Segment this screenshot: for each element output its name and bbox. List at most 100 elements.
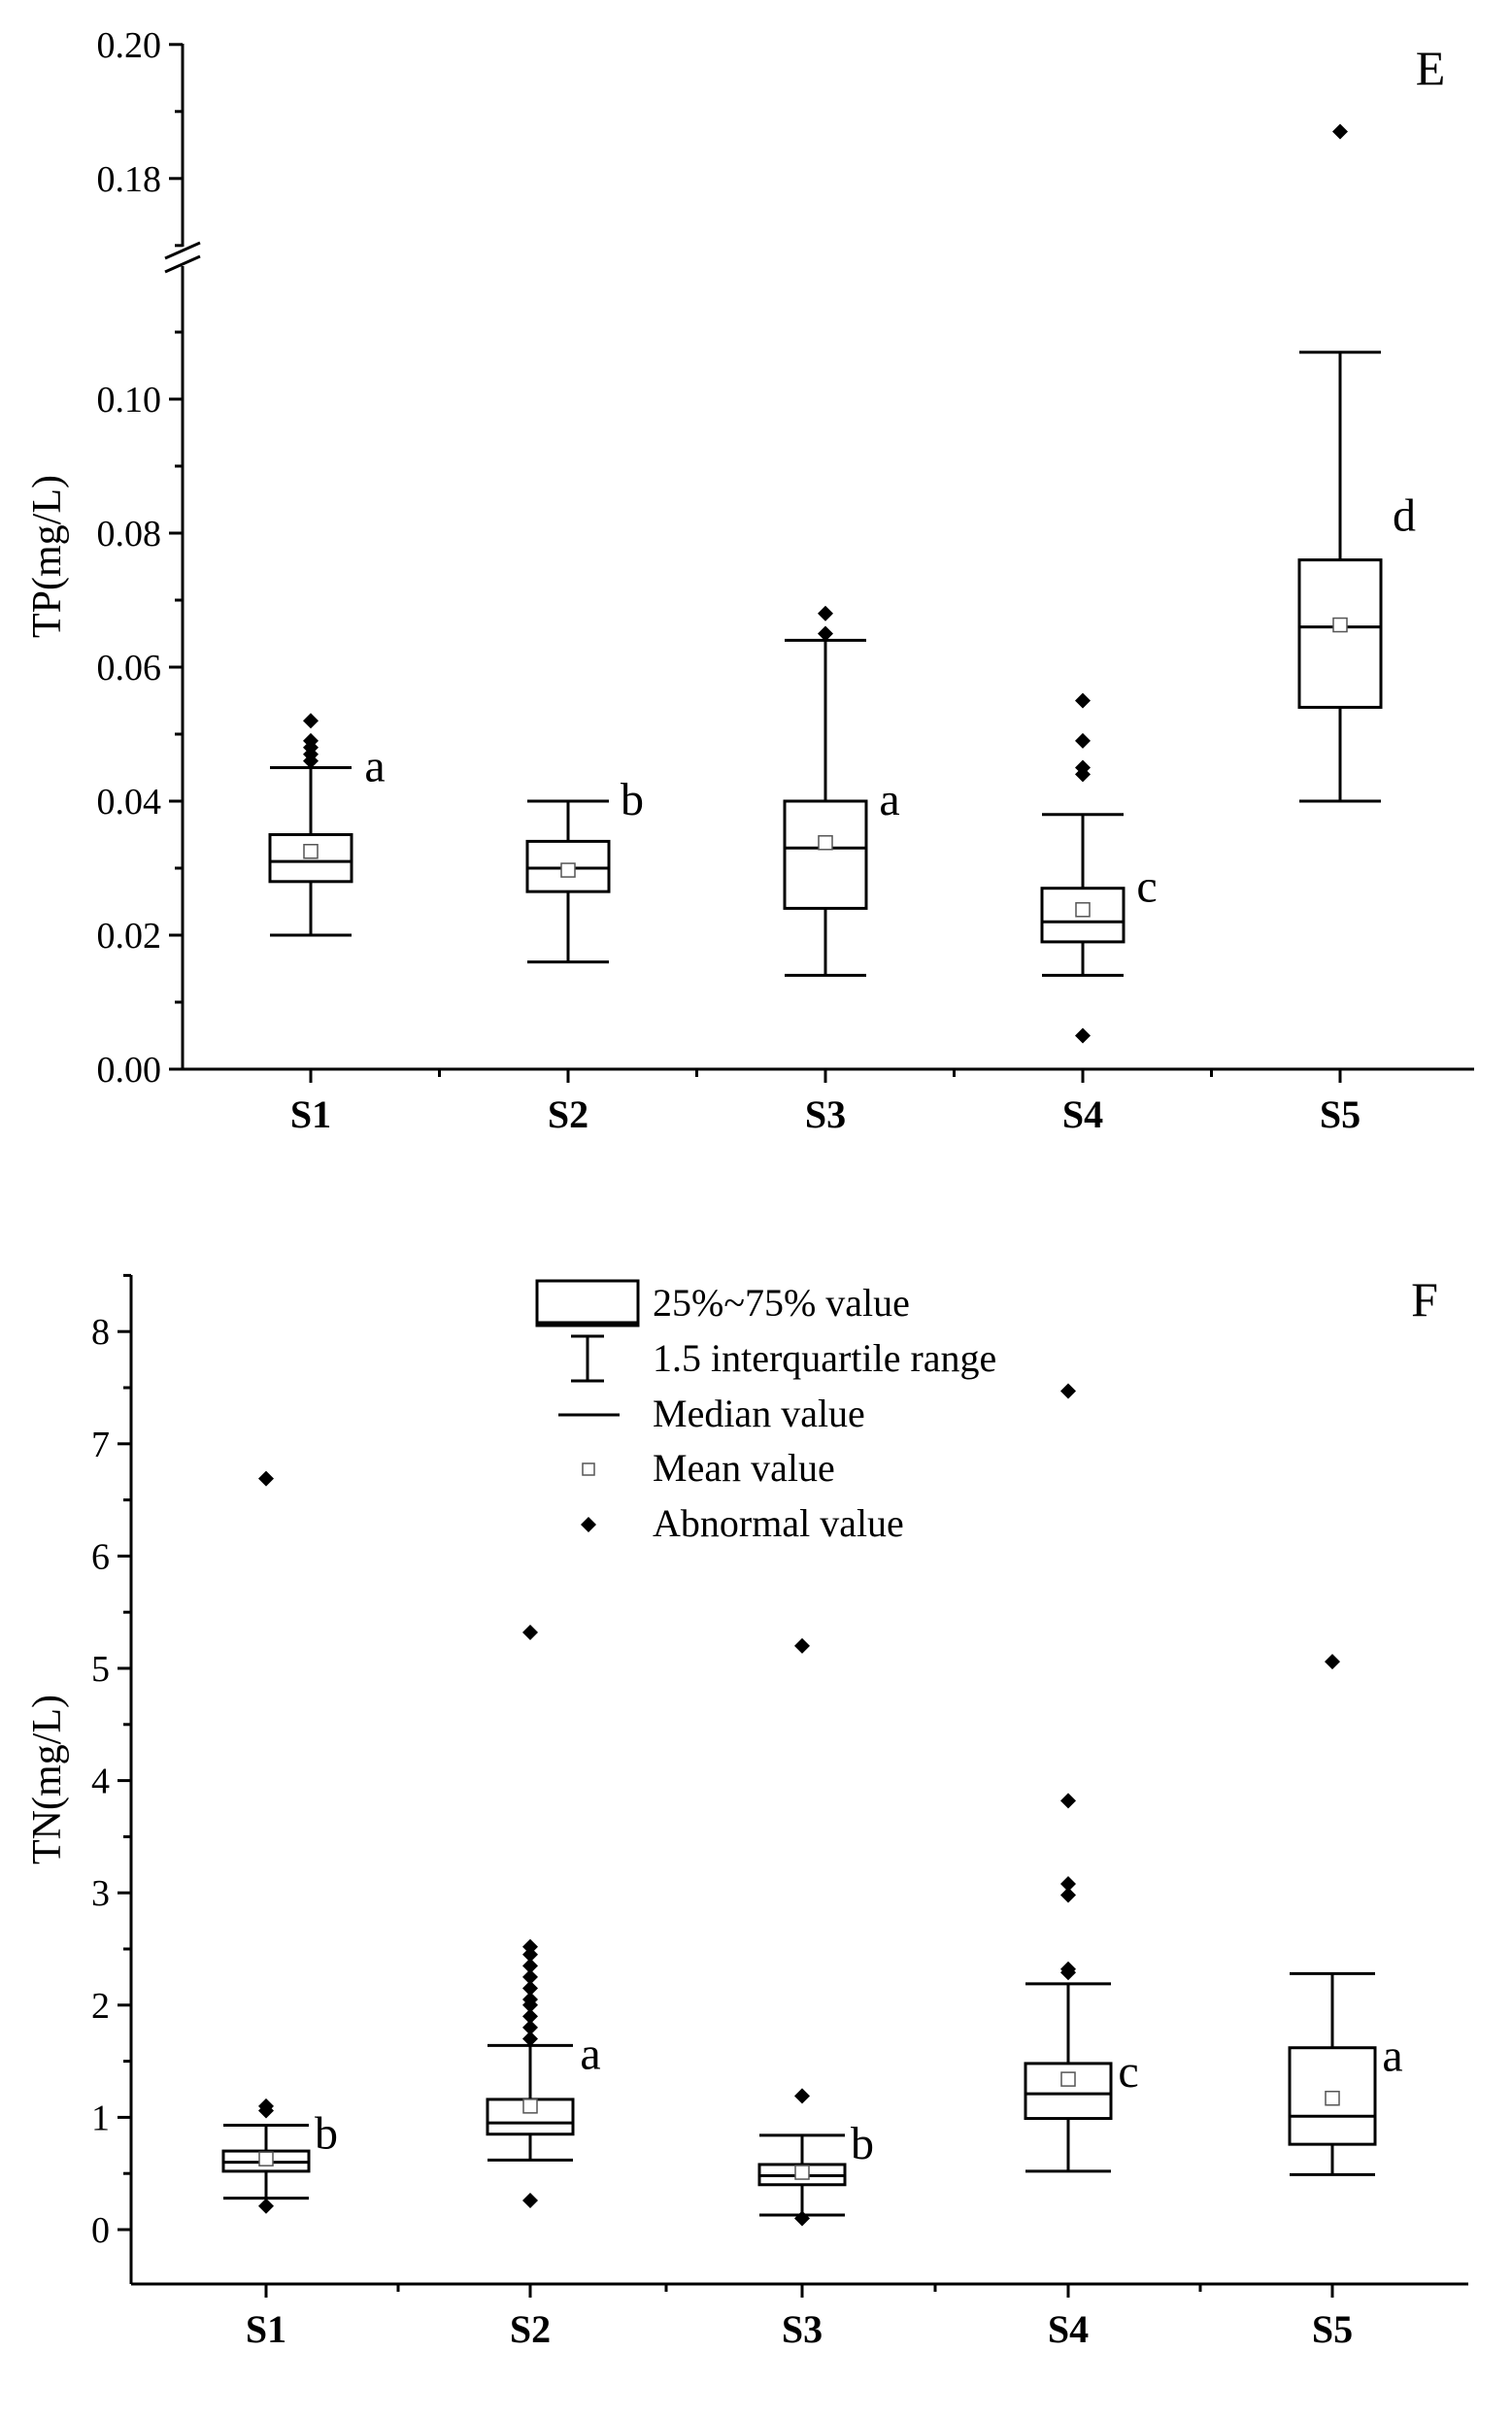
significance-letter: b	[621, 774, 644, 825]
outlier-point	[522, 1946, 538, 1963]
outlier-point	[1060, 1875, 1076, 1892]
y-tick-label: 0	[91, 2210, 110, 2251]
mean-marker	[1332, 617, 1348, 633]
y-tick-label: 5	[91, 1649, 110, 1690]
y-tick-label: 0.06	[97, 648, 162, 688]
significance-letter: b	[315, 2107, 338, 2159]
y-axis-title: TN(mg/L)	[25, 1695, 70, 1864]
outlier-point	[258, 1470, 274, 1487]
mean-marker	[1060, 2071, 1076, 2087]
x-tick-label: S2	[548, 1092, 588, 1136]
x-tick-label: S5	[1320, 1092, 1361, 1136]
outlier-point	[1075, 692, 1091, 709]
outlier-point	[1332, 123, 1348, 140]
box-s5: d	[1297, 123, 1416, 803]
box-s4: c	[1040, 692, 1158, 1044]
legend-mean-icon	[582, 1462, 595, 1476]
outlier-point	[1060, 1383, 1076, 1399]
mean-marker	[522, 2099, 538, 2114]
outlier-point	[1060, 1887, 1076, 1903]
axis-break-mark	[164, 254, 201, 274]
y-tick-label: 4	[91, 1762, 110, 1802]
y-tick-label: 0.00	[97, 1050, 162, 1091]
y-tick-label: 2	[91, 1986, 110, 2027]
mean-marker	[818, 835, 833, 851]
box-s1: a	[268, 713, 386, 937]
legend-label: 25%~75% value	[653, 1281, 910, 1325]
y-tick-label: 3	[91, 1873, 110, 1914]
mean-marker	[303, 844, 319, 859]
outlier-point	[522, 2019, 538, 2035]
x-tick-label: S3	[805, 1092, 846, 1136]
significance-letter: b	[851, 2118, 874, 2169]
outlier-point	[818, 625, 833, 642]
box-s3: a	[783, 605, 900, 977]
outlier-point	[522, 1980, 538, 1997]
legend-outlier-icon	[581, 1517, 596, 1532]
outlier-point	[522, 2031, 538, 2047]
outlier-point	[1075, 1027, 1091, 1044]
outlier-point	[303, 732, 319, 749]
outlier-point	[522, 2192, 538, 2208]
box-s4: c	[1024, 1383, 1139, 2173]
x-tick-label: S2	[510, 2307, 551, 2351]
y-tick-label: 8	[91, 1312, 110, 1353]
mean-marker	[1075, 902, 1091, 918]
x-tick-label: S4	[1048, 2307, 1089, 2351]
legend-label: Mean value	[653, 1446, 835, 1490]
significance-letter: d	[1393, 490, 1416, 542]
outlier-point	[1325, 1654, 1340, 1670]
x-tick-label: S5	[1312, 2307, 1353, 2351]
panel-label: F	[1411, 1272, 1438, 1327]
panel-label: E	[1416, 41, 1446, 95]
y-tick-label: 6	[91, 1536, 110, 1577]
x-tick-label: S1	[246, 2307, 286, 2351]
outlier-point	[522, 1992, 538, 2008]
mean-marker	[794, 2165, 810, 2180]
outlier-point	[522, 1625, 538, 1641]
y-tick-label: 0.20	[97, 25, 162, 66]
outlier-point	[303, 713, 319, 729]
box-s2: b	[525, 774, 644, 964]
x-tick-label: S1	[290, 1092, 331, 1136]
outlier-point	[1075, 759, 1091, 776]
y-tick-label: 0.02	[97, 916, 162, 957]
outlier-point	[794, 2210, 810, 2227]
outlier-point	[522, 1968, 538, 1985]
legend-label: Median value	[653, 1392, 865, 1435]
box-s1: b	[221, 1470, 338, 2214]
y-tick-label: 1	[91, 2098, 110, 2138]
mean-marker	[1325, 2090, 1340, 2106]
x-tick-label: S4	[1062, 1092, 1103, 1136]
y-tick-label: 0.08	[97, 514, 162, 554]
y-tick-label: 7	[91, 1425, 110, 1465]
outlier-point	[522, 1958, 538, 1974]
axis-break-mark	[164, 241, 201, 260]
outlier-point	[522, 2008, 538, 2025]
outlier-point	[818, 605, 833, 621]
significance-letter: a	[879, 774, 899, 825]
outlier-point	[1075, 732, 1091, 749]
outlier-point	[1060, 1961, 1076, 1977]
outlier-point	[522, 1938, 538, 1955]
panel-e-tp-chart: 0.00 0.02 0.04 0.06 0.08 0.10 0.18 0.20 S1 S2 S3 S4…	[25, 25, 1474, 1136]
iqr-box	[783, 799, 868, 910]
box-s3: b	[757, 1637, 874, 2227]
significance-letter: a	[580, 2028, 600, 2079]
outlier-point	[794, 2088, 810, 2104]
significance-letter: a	[1382, 2031, 1402, 2082]
box-s5: a	[1288, 1654, 1403, 2176]
outlier-point	[794, 1637, 810, 1654]
significance-letter: c	[1118, 2046, 1138, 2098]
outlier-point	[258, 2098, 274, 2114]
significance-letter: a	[364, 741, 385, 792]
y-tick-label: 0.18	[97, 159, 162, 200]
significance-letter: c	[1136, 861, 1157, 913]
y-tick-label: 0.04	[97, 782, 162, 823]
y-axis-title: TP(mg/L)	[25, 475, 70, 638]
outlier-point	[258, 2198, 274, 2214]
box-s2: a	[486, 1625, 601, 2208]
iqr-box	[1040, 887, 1126, 944]
